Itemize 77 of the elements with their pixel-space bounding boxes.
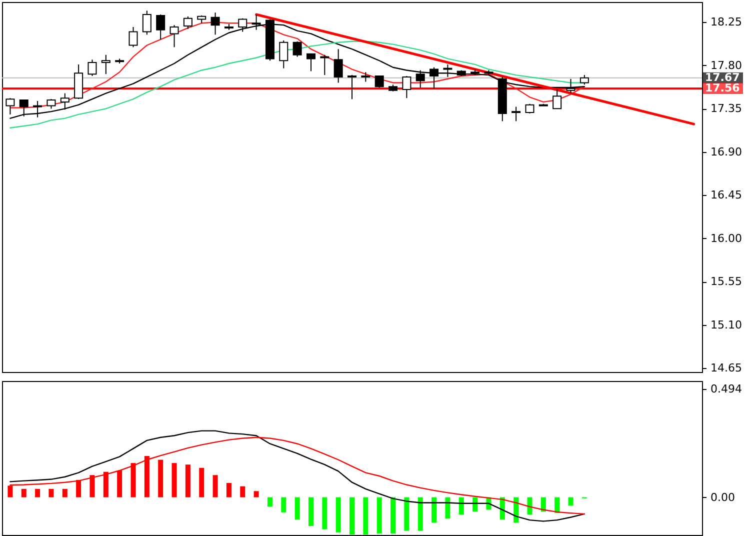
candlestick bbox=[128, 26, 138, 48]
candlestick bbox=[6, 98, 15, 115]
bar bbox=[350, 497, 354, 535]
y-tick-label: 16.90 bbox=[710, 145, 742, 158]
candlestick bbox=[210, 12, 220, 36]
y-tick-label: 17.35 bbox=[710, 102, 742, 116]
bar bbox=[48, 488, 54, 498]
candlestick bbox=[443, 64, 452, 78]
bar bbox=[35, 488, 40, 498]
bar bbox=[458, 497, 464, 515]
bar bbox=[568, 497, 574, 506]
y-tick-label: 0.494 bbox=[710, 382, 742, 396]
bar bbox=[103, 472, 108, 498]
bar bbox=[363, 497, 368, 535]
bar bbox=[432, 497, 437, 523]
candlestick bbox=[306, 53, 316, 72]
bar bbox=[90, 475, 95, 498]
candlestick bbox=[402, 76, 412, 99]
candlestick bbox=[430, 66, 439, 89]
bar bbox=[76, 480, 82, 498]
ref-line-label: 17.56 bbox=[705, 81, 740, 94]
bar bbox=[390, 497, 396, 534]
bar bbox=[144, 456, 150, 498]
y-tick-label: 16.45 bbox=[710, 188, 742, 202]
candlestick bbox=[374, 76, 384, 88]
bar bbox=[254, 491, 259, 498]
bar bbox=[212, 475, 218, 498]
candlestick bbox=[525, 103, 534, 114]
candlestick bbox=[60, 92, 70, 110]
bar bbox=[554, 497, 560, 514]
bar bbox=[336, 497, 341, 532]
y-tick-label: 0.00 bbox=[710, 490, 735, 504]
candlestick bbox=[566, 78, 576, 94]
bar bbox=[294, 497, 300, 520]
bar bbox=[21, 488, 26, 498]
candlestick bbox=[552, 88, 562, 110]
candlestick bbox=[416, 70, 425, 88]
y-tick-label: 18.25 bbox=[710, 16, 742, 29]
candlestick bbox=[348, 74, 356, 100]
bar bbox=[418, 497, 423, 531]
bar bbox=[172, 463, 177, 498]
candlestick bbox=[292, 40, 302, 58]
bar bbox=[472, 497, 478, 512]
candlestick bbox=[101, 54, 110, 75]
bar bbox=[117, 470, 122, 498]
candlestick bbox=[142, 10, 152, 36]
candlestick bbox=[512, 106, 521, 122]
candlestick bbox=[334, 48, 343, 84]
bar bbox=[527, 497, 532, 515]
candlestick bbox=[156, 14, 166, 40]
candlestick bbox=[170, 24, 179, 48]
y-tick-label: 15.10 bbox=[710, 318, 742, 332]
bar bbox=[281, 497, 286, 512]
bar bbox=[404, 497, 410, 531]
ref-line-label: 17.67 bbox=[705, 70, 740, 84]
y-tick-label: 14.65 bbox=[710, 362, 742, 375]
bar bbox=[62, 488, 68, 498]
y-tick-label: 16.00 bbox=[710, 232, 742, 245]
candlestick bbox=[361, 72, 370, 82]
bar bbox=[226, 483, 232, 498]
bar bbox=[130, 463, 136, 498]
candlestick bbox=[88, 59, 97, 76]
bar bbox=[158, 460, 164, 498]
bar bbox=[308, 497, 314, 526]
bar bbox=[445, 497, 450, 519]
y-tick-label: 17.80 bbox=[710, 58, 742, 72]
candlestick bbox=[46, 98, 56, 110]
candlestick bbox=[279, 40, 288, 69]
candlestick bbox=[183, 16, 192, 30]
bar bbox=[267, 497, 272, 507]
bar bbox=[376, 497, 382, 534]
bar bbox=[540, 497, 546, 512]
y-tick-label: 15.55 bbox=[710, 275, 742, 288]
bar bbox=[322, 497, 328, 530]
bar bbox=[199, 468, 204, 498]
bar bbox=[240, 486, 246, 498]
bar bbox=[185, 464, 190, 498]
